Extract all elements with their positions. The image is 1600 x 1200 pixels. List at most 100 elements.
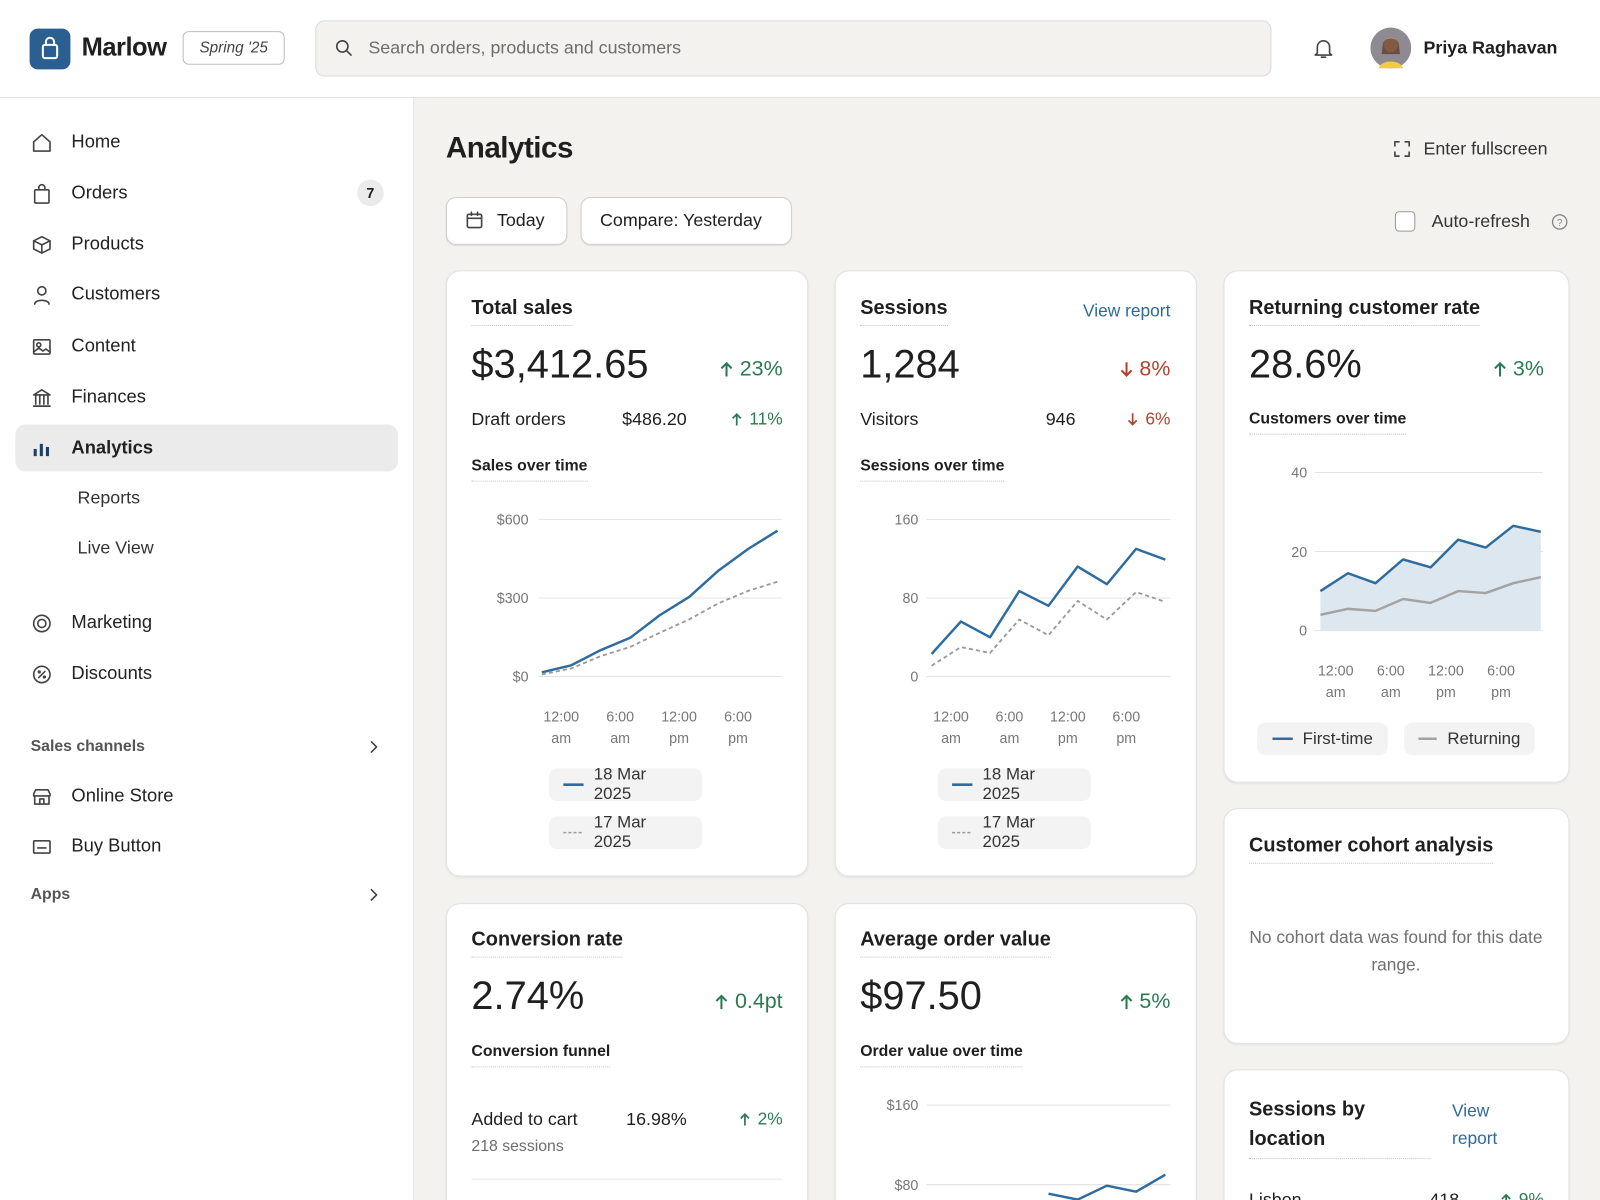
compare-button[interactable]	[580, 196, 792, 245]
subnav-item[interactable]: Live View	[77, 537, 154, 558]
search-box[interactable]	[315, 20, 1272, 77]
card-title: Total sales	[471, 296, 573, 327]
funnel-value: 16.98%	[626, 1108, 687, 1130]
nav-item[interactable]: Buy Button	[71, 835, 162, 856]
card-title: Average order value	[860, 928, 1051, 958]
location-change: 9%	[1500, 1189, 1544, 1200]
nav-item[interactable]: Home	[71, 131, 121, 152]
analytics-icon	[33, 443, 49, 457]
avatar[interactable]	[1370, 27, 1412, 69]
sub-value: 946	[1045, 408, 1076, 430]
x-tick-label: 12:00 pm	[1049, 708, 1086, 746]
view-report-link[interactable]: View report	[1082, 301, 1171, 321]
legend-swatch	[952, 831, 973, 834]
card	[445, 903, 809, 1200]
chevron[interactable]	[365, 887, 381, 903]
metric-change: 3%	[1492, 357, 1544, 381]
metric-change: 8%	[1119, 357, 1170, 381]
user-name[interactable]: Priya Raghavan	[1423, 37, 1558, 58]
nav-item[interactable]: Customers	[71, 283, 161, 304]
arrow-down	[1128, 413, 1138, 426]
legend-swatch	[952, 783, 973, 786]
chart-title: Sessions over time	[860, 457, 1005, 482]
change-value: 0.4pt	[734, 989, 783, 1014]
arrow-up	[732, 413, 742, 426]
section-heading: Apps	[30, 885, 71, 904]
metric-change: 0.4pt	[715, 990, 783, 1014]
section-title: Conversion funnel	[471, 1043, 611, 1068]
auto-refresh-label[interactable]: Auto-refresh	[1431, 210, 1530, 232]
card	[834, 903, 1197, 1200]
legend-label: 17 Mar 2025	[982, 813, 1035, 852]
nav-item[interactable]: Orders	[71, 182, 128, 203]
date-button[interactable]	[445, 196, 568, 245]
legend-label: 18 Mar 2025	[593, 765, 647, 804]
checkbox[interactable]	[1394, 211, 1416, 232]
funnel-sub: 218 sessions	[471, 1137, 564, 1156]
legend-label: Returning	[1447, 729, 1521, 748]
search-icon	[335, 39, 352, 56]
nav-item[interactable]: Discounts	[71, 662, 153, 684]
legend-label: First-time	[1302, 729, 1373, 748]
card-title: Customer cohort analysis	[1248, 834, 1494, 864]
subnav-item[interactable]: Reports	[77, 487, 141, 508]
svg-text:?: ?	[1557, 218, 1563, 229]
sub-change: 11%	[731, 409, 783, 429]
logo[interactable]	[29, 28, 71, 70]
x-tick-label: 6:00 pm	[1112, 708, 1141, 746]
x-tick-label: 12:00 am	[933, 708, 969, 746]
change-value: 3%	[1512, 357, 1544, 381]
card-title: Sessions by location	[1248, 1095, 1431, 1160]
x-tick-label: 6:00 am	[995, 708, 1024, 746]
bell-icon[interactable]	[1312, 37, 1334, 59]
metric-value: $3,412.65	[471, 342, 649, 387]
nav-item[interactable]: Marketing	[71, 611, 153, 633]
y-tick-label: 40	[1291, 464, 1308, 481]
nav-item[interactable]: Online Store	[71, 785, 174, 806]
legend-item[interactable]: First-time	[1257, 722, 1388, 756]
chart-title: Customers over time	[1248, 410, 1407, 435]
x-tick-label: 6:00 am	[606, 708, 635, 746]
card	[1223, 808, 1570, 1044]
legend-item[interactable]: 17 Mar 2025	[937, 813, 1091, 852]
change-value: 9%	[1518, 1189, 1544, 1200]
chart-title: Sales over time	[471, 457, 588, 482]
change-value: 5%	[1139, 989, 1171, 1014]
y-tick-label: 20	[1291, 543, 1308, 560]
customers-icon	[33, 285, 50, 305]
change-value: 8%	[1139, 357, 1171, 381]
y-tick-label: $0	[512, 668, 529, 685]
content-icon	[32, 338, 51, 355]
metric-value: $97.50	[860, 974, 982, 1019]
legend-item[interactable]: Returning	[1404, 722, 1535, 756]
arrow-down	[1120, 362, 1132, 377]
area	[1320, 525, 1541, 631]
legend-item[interactable]: 18 Mar 2025	[937, 765, 1091, 803]
legend-swatch	[1418, 737, 1438, 741]
discounts-icon	[32, 665, 51, 684]
x-tick-label: 6:00 am	[1376, 662, 1405, 700]
nav-item[interactable]: Products	[71, 233, 144, 254]
help-icon[interactable]: ?	[1551, 213, 1568, 230]
metric-change: 23%	[719, 357, 783, 381]
arrow-up	[1493, 361, 1506, 377]
fullscreen-button[interactable]: Enter fullscreen	[1423, 138, 1548, 159]
view-report-link[interactable]: View report	[1452, 1101, 1498, 1148]
arrow-up	[720, 361, 733, 377]
chevron[interactable]	[365, 739, 381, 755]
nav-item[interactable]: Content	[71, 335, 136, 356]
nav-item[interactable]: Finances	[71, 386, 146, 407]
finances-icon	[32, 388, 51, 407]
card-title: Returning customer rate	[1248, 296, 1481, 327]
nav-item[interactable]: Analytics	[71, 437, 154, 458]
sub-change: 6%	[1127, 409, 1170, 429]
legend-item[interactable]: 18 Mar 2025	[548, 765, 703, 804]
divider	[471, 1178, 783, 1180]
metric-value: 1,284	[860, 342, 960, 387]
legend-item[interactable]: 17 Mar 2025	[548, 813, 703, 851]
home-icon	[32, 133, 51, 152]
card-title: Conversion rate	[471, 928, 623, 958]
metric-change: 5%	[1119, 990, 1170, 1014]
